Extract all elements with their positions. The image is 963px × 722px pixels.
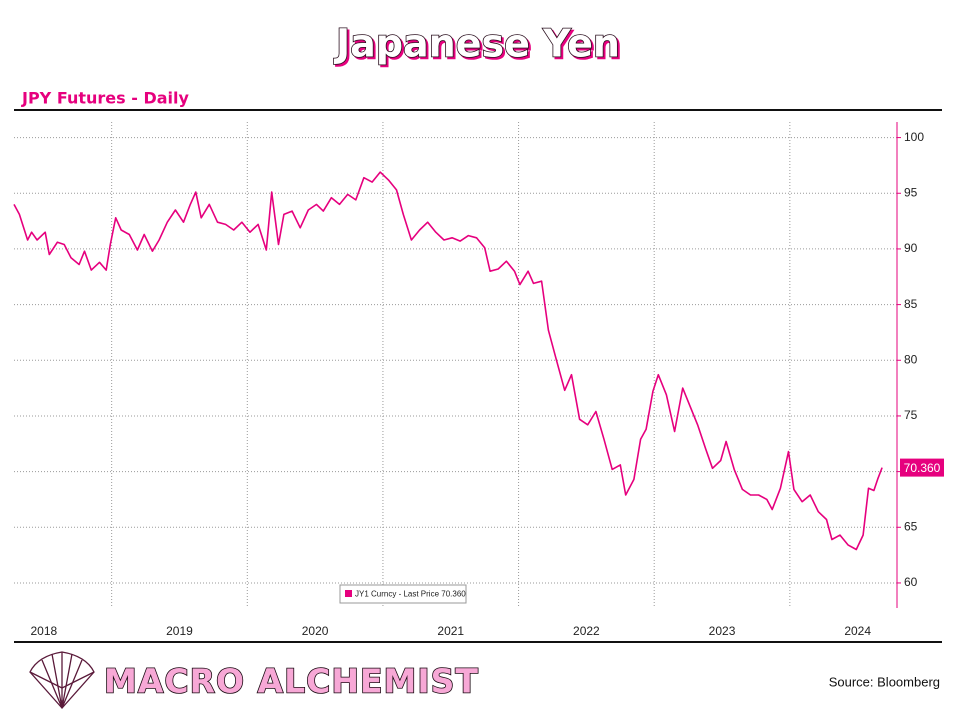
y-tick-label: 95 — [904, 185, 918, 199]
x-tick-label: 2022 — [573, 624, 600, 638]
y-tick-label: 85 — [904, 297, 918, 311]
logo-icon — [29, 651, 95, 709]
y-tick-label: 65 — [904, 519, 918, 533]
brand-name: MACRO ALCHEMIST — [104, 662, 479, 701]
x-tick-label: 2024 — [844, 624, 871, 638]
x-tick-label: 2020 — [302, 624, 329, 638]
y-tick-label: 75 — [904, 408, 918, 422]
x-tick-label: 2021 — [437, 624, 464, 638]
price-line — [13, 171, 883, 551]
x-tick-label: 2018 — [30, 624, 57, 638]
y-tick-label: 80 — [904, 352, 918, 366]
x-tick-label: 2019 — [166, 624, 193, 638]
y-tick-label: 60 — [904, 575, 918, 589]
chart-title: Japanese Yen — [333, 22, 620, 66]
chart-subtitle: JPY Futures - Daily — [21, 89, 189, 108]
x-tick-label: 2023 — [709, 624, 736, 638]
last-price-box — [900, 458, 944, 477]
y-tick-label: 90 — [904, 241, 918, 255]
legend-box — [339, 584, 467, 604]
last-price-label: 70.360 — [904, 461, 941, 475]
legend-swatch — [345, 590, 352, 597]
plot-area: 6065707580859095100201820192020202120222… — [13, 122, 924, 638]
y-tick-label: 100 — [904, 130, 924, 144]
source-note: Source: Bloomberg — [829, 674, 940, 689]
legend-label: JY1 Curncy - Last Price 70.360 — [355, 590, 466, 599]
